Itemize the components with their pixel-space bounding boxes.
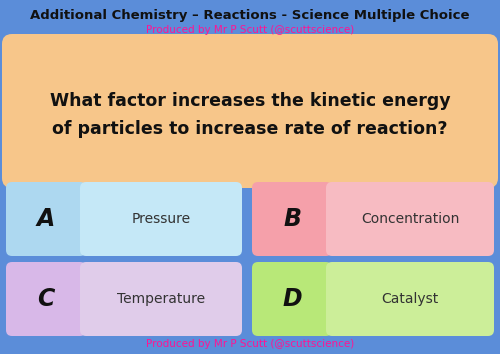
Text: Concentration: Concentration: [361, 212, 459, 226]
FancyBboxPatch shape: [252, 182, 332, 256]
Text: B: B: [283, 207, 301, 231]
Text: C: C: [38, 287, 54, 311]
Text: What factor increases the kinetic energy: What factor increases the kinetic energy: [50, 92, 450, 110]
Text: Produced by Mr P Scutt (@scuttscience): Produced by Mr P Scutt (@scuttscience): [146, 339, 354, 349]
FancyBboxPatch shape: [6, 262, 86, 336]
FancyBboxPatch shape: [80, 262, 242, 336]
FancyBboxPatch shape: [6, 182, 86, 256]
Text: of particles to increase rate of reaction?: of particles to increase rate of reactio…: [52, 120, 448, 138]
Text: D: D: [282, 287, 302, 311]
FancyBboxPatch shape: [326, 182, 494, 256]
FancyBboxPatch shape: [80, 182, 242, 256]
Text: Additional Chemistry – Reactions - Science Multiple Choice: Additional Chemistry – Reactions - Scien…: [30, 10, 470, 23]
FancyBboxPatch shape: [2, 34, 498, 188]
FancyBboxPatch shape: [252, 262, 332, 336]
FancyBboxPatch shape: [326, 262, 494, 336]
Text: Produced by Mr P Scutt (@scuttscience): Produced by Mr P Scutt (@scuttscience): [146, 25, 354, 35]
Text: Pressure: Pressure: [132, 212, 190, 226]
Text: Catalyst: Catalyst: [382, 292, 438, 306]
Text: A: A: [37, 207, 55, 231]
Text: Temperature: Temperature: [117, 292, 205, 306]
